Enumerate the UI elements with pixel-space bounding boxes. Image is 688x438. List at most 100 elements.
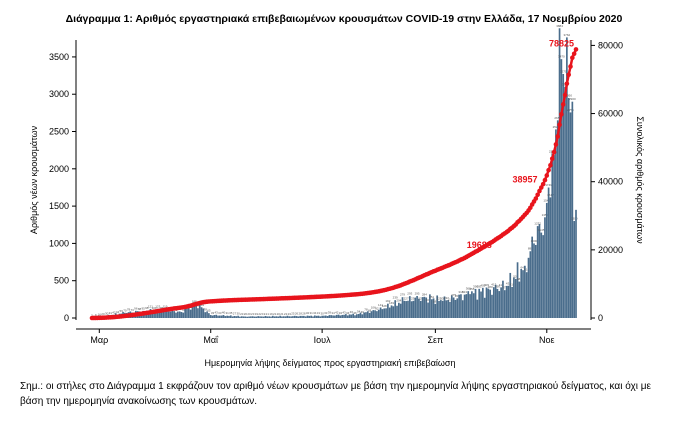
bar xyxy=(527,257,530,318)
bar-data-label: 121 xyxy=(148,304,153,308)
bar-data-label: 33 xyxy=(211,311,215,315)
bar-data-label: 416 xyxy=(510,282,515,286)
bar-data-label: 141 xyxy=(378,303,383,307)
bar xyxy=(343,314,345,318)
bar xyxy=(310,315,313,318)
bar xyxy=(443,296,446,318)
bar xyxy=(492,287,495,318)
y-tick-label: 1000 xyxy=(49,238,69,248)
bar xyxy=(370,311,373,318)
bar-data-label: 230 xyxy=(440,296,445,300)
bar xyxy=(341,314,344,318)
bar xyxy=(279,315,281,318)
bar xyxy=(211,315,214,318)
bar-data-label: 23 xyxy=(240,312,244,316)
bar-data-label: 34 xyxy=(346,311,350,315)
cumulative-point xyxy=(535,192,540,198)
bar xyxy=(513,277,515,318)
bar xyxy=(441,300,444,318)
bar xyxy=(239,316,241,318)
bar-data-label: 73 xyxy=(131,308,135,312)
bar xyxy=(496,288,499,318)
bar xyxy=(301,315,303,318)
bar xyxy=(385,308,387,318)
bar xyxy=(401,297,404,318)
bar xyxy=(250,316,252,318)
bar-data-label: 20 xyxy=(277,312,281,316)
bar-data-label: 263 xyxy=(455,294,460,298)
bar xyxy=(220,315,223,318)
bar xyxy=(319,316,322,318)
bar xyxy=(474,288,477,318)
bar-data-label: 405 xyxy=(480,283,485,287)
bar xyxy=(155,312,157,318)
bar xyxy=(500,287,502,318)
x-tick-label: Ιουλ xyxy=(314,335,331,345)
bar xyxy=(387,303,389,318)
bar xyxy=(438,300,440,318)
bar-data-label: 3762 xyxy=(564,33,571,37)
bar-data-label: 59 xyxy=(120,309,124,313)
bar xyxy=(547,187,550,318)
bar xyxy=(511,286,513,318)
cumulative-line-layer: 19688 38957 78825 xyxy=(89,38,579,321)
bar-data-label: 1232 xyxy=(534,222,541,226)
bar xyxy=(213,315,216,318)
bar xyxy=(335,314,338,318)
bar xyxy=(147,312,150,318)
bar-data-label: 20 xyxy=(244,312,248,316)
bar xyxy=(330,315,333,318)
y2-tick-label: 20000 xyxy=(598,245,623,255)
bar xyxy=(454,299,457,318)
bar xyxy=(321,315,323,318)
bar xyxy=(412,300,415,318)
bar xyxy=(317,315,320,318)
bar xyxy=(445,300,448,318)
bar xyxy=(376,311,378,318)
bar xyxy=(403,300,406,318)
bar-data-label: 70 xyxy=(123,308,127,312)
bar xyxy=(348,314,351,318)
bar-data-label: 1617 xyxy=(547,193,554,197)
bar xyxy=(257,316,260,318)
bar-data-label: 524 xyxy=(513,274,518,278)
cumulative-point xyxy=(559,111,564,117)
bar xyxy=(304,316,307,318)
bar-data-label: 3 xyxy=(91,313,93,317)
bar xyxy=(222,315,225,318)
bar-data-label: 23 xyxy=(251,312,255,316)
bar xyxy=(491,294,493,318)
bar xyxy=(533,243,535,318)
bar xyxy=(408,296,411,318)
cumulative-point xyxy=(546,167,551,173)
bar xyxy=(202,308,205,318)
bar xyxy=(416,295,418,318)
bar xyxy=(308,315,311,318)
bar xyxy=(465,294,468,318)
bar-data-label: 1145 xyxy=(538,228,545,232)
bar-data-label: 33 xyxy=(218,311,222,315)
bar-data-label: 284 xyxy=(422,292,427,296)
bar xyxy=(255,316,258,318)
cumulative-point xyxy=(573,47,579,52)
bar xyxy=(410,301,413,318)
bar xyxy=(377,309,380,318)
bar-data-label: 16 xyxy=(98,312,102,316)
bar xyxy=(339,315,342,318)
bar-data-label: 360 xyxy=(466,287,471,291)
y2-tick-label: 0 xyxy=(598,313,603,323)
bar xyxy=(366,311,369,318)
bar xyxy=(229,315,232,318)
bar-data-label: 641 xyxy=(521,266,526,270)
footnote: Σημ.: οι στήλες στο Διάγραμμα 1 εκφράζου… xyxy=(20,381,651,407)
bar-data-label: 1350 xyxy=(542,213,549,217)
bar xyxy=(251,316,254,318)
bar-data-label: 23 xyxy=(288,312,292,316)
bar xyxy=(436,295,439,318)
bar-data-label: 46 xyxy=(350,310,354,314)
bar xyxy=(529,251,532,318)
bar xyxy=(549,197,552,318)
bar xyxy=(518,281,521,318)
bar xyxy=(421,297,424,318)
bar-data-label: 96 xyxy=(134,306,138,310)
